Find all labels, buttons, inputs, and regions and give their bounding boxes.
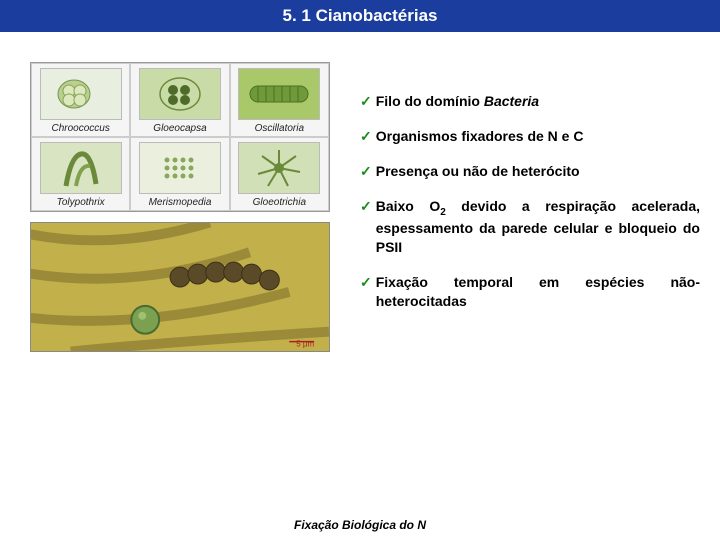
grid-cell-oscillatoria: Oscillatoria <box>230 63 329 137</box>
check-icon: ✓ <box>360 92 372 111</box>
micro-thumb <box>139 142 221 194</box>
grid-label: Gloeocapsa <box>153 123 206 134</box>
grid-cell-gloeotrichia: Gloeotrichia <box>230 137 329 211</box>
content-area: Chroococcus Gloeocapsa <box>0 32 720 352</box>
slide-footer: Fixação Biológica do N <box>0 518 720 532</box>
bullet-text: Baixo O2 devido a respiração acelerada, … <box>376 197 700 257</box>
slide-title-bar: 5. 1 Cianobactérias <box>0 0 720 32</box>
micro-thumb <box>238 142 320 194</box>
micro-thumb <box>40 142 122 194</box>
grid-cell-chroococcus: Chroococcus <box>31 63 130 137</box>
slide-title: 5. 1 Cianobactérias <box>283 6 438 25</box>
check-icon: ✓ <box>360 273 372 311</box>
grid-label: Chroococcus <box>51 123 109 134</box>
grid-cell-tolypothrix: Tolypothrix <box>31 137 130 211</box>
check-icon: ✓ <box>360 127 372 146</box>
bullet-text: Organismos fixadores de N e C <box>376 127 584 146</box>
grid-cell-merismopedia: Merismopedia <box>130 137 229 211</box>
micrograph-photo: 5 µm <box>30 222 330 352</box>
bullet-item: ✓ Organismos fixadores de N e C <box>360 127 700 146</box>
bullet-text: Filo do domínio Bacteria <box>376 92 539 111</box>
left-column: Chroococcus Gloeocapsa <box>30 62 340 352</box>
grid-label: Oscillatoria <box>255 123 304 134</box>
grid-label: Merismopedia <box>149 197 212 208</box>
bullet-text: Fixação temporal em espécies não-heteroc… <box>376 273 700 311</box>
grid-label: Tolypothrix <box>57 197 105 208</box>
micro-thumb <box>139 68 221 120</box>
footer-text: Fixação Biológica do N <box>294 518 426 532</box>
micro-thumb <box>238 68 320 120</box>
bullet-item: ✓ Baixo O2 devido a respiração acelerada… <box>360 197 700 257</box>
right-column: ✓ Filo do domínio Bacteria ✓ Organismos … <box>360 62 700 352</box>
grid-row-1: Chroococcus Gloeocapsa <box>31 63 329 137</box>
bullet-item: ✓ Fixação temporal em espécies não-heter… <box>360 273 700 311</box>
grid-cell-gloeocapsa: Gloeocapsa <box>130 63 229 137</box>
genera-grid-figure: Chroococcus Gloeocapsa <box>30 62 330 212</box>
bullet-text: Presença ou não de heterócito <box>376 162 580 181</box>
bullet-item: ✓ Presença ou não de heterócito <box>360 162 700 181</box>
micro-thumb <box>40 68 122 120</box>
bullet-item: ✓ Filo do domínio Bacteria <box>360 92 700 111</box>
grid-row-2: Tolypothrix Merismopedia <box>31 137 329 211</box>
check-icon: ✓ <box>360 162 372 181</box>
grid-label: Gloeotrichia <box>253 197 306 208</box>
check-icon: ✓ <box>360 197 372 257</box>
